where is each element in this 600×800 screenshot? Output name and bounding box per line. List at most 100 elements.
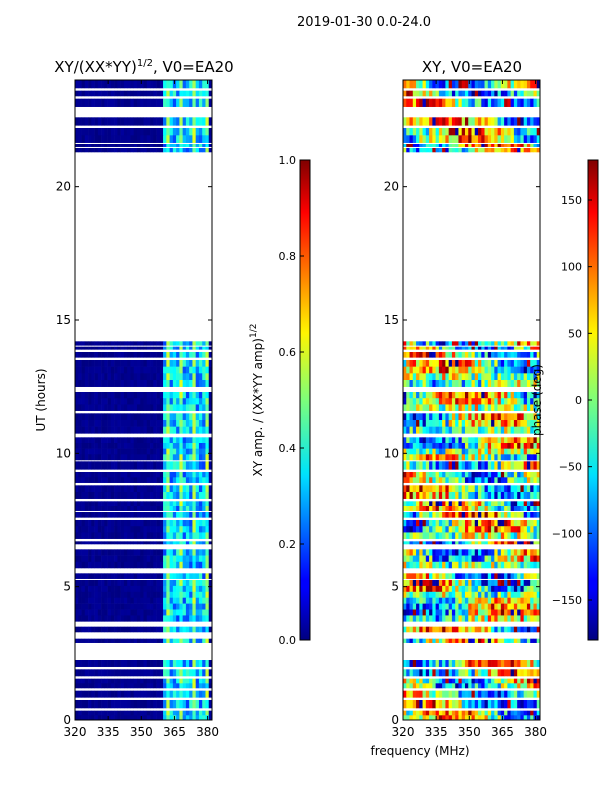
heatmap-cell (406, 437, 410, 444)
heatmap-cell (117, 561, 121, 569)
heatmap-cell (143, 360, 148, 367)
heatmap-cell (195, 638, 200, 643)
heatmap-cell (91, 426, 95, 434)
heatmap-cell (205, 520, 210, 527)
heatmap-cell (416, 135, 420, 143)
heatmap-cell (504, 615, 508, 622)
heatmap-cell (468, 420, 472, 427)
heatmap-cell (176, 346, 180, 350)
heatmap-cell (120, 341, 125, 346)
heatmap-cell (494, 117, 498, 126)
heatmap-cell (484, 135, 489, 143)
heatmap-cell (458, 128, 463, 136)
heatmap-cell (94, 573, 99, 579)
heatmap-cell (205, 437, 210, 444)
heatmap-cell (78, 549, 82, 556)
heatmap-cell (451, 98, 456, 107)
heatmap-cell (198, 360, 203, 367)
heatmap-cell (156, 454, 161, 461)
heatmap-cell (97, 437, 102, 444)
heatmap-cell (530, 526, 534, 533)
heatmap-cell (425, 443, 430, 449)
heatmap-cell (150, 398, 154, 405)
heatmap-cell (445, 346, 449, 350)
heatmap-cell (474, 501, 479, 507)
heatmap-cell (166, 346, 170, 350)
heatmap-cell (403, 398, 407, 405)
heatmap-cell (416, 549, 420, 556)
heatmap-cell (84, 437, 89, 444)
heatmap-cell (110, 615, 115, 622)
heatmap-cell (130, 360, 135, 367)
heatmap-cell (517, 477, 521, 483)
heatmap-cell (435, 573, 440, 579)
heatmap-cell (536, 580, 541, 587)
heatmap-cell (533, 360, 538, 367)
heatmap-cell (530, 683, 534, 689)
heatmap-cell (425, 360, 430, 367)
heatmap-cell (458, 373, 463, 381)
heatmap-cell (438, 443, 443, 449)
heatmap-cell (192, 392, 196, 399)
heatmap-cell (481, 700, 485, 709)
heatmap-cell (84, 715, 89, 721)
heatmap-cell (133, 128, 138, 136)
heatmap-cell (513, 448, 518, 455)
heatmap-cell (192, 90, 196, 97)
heatmap-cell (97, 609, 102, 616)
heatmap-cell (88, 90, 92, 97)
heatmap-cell (156, 398, 161, 405)
heatmap-cell (166, 609, 170, 616)
heatmap-cell (172, 710, 177, 716)
heatmap-cell (468, 603, 472, 610)
heatmap-cell (163, 573, 167, 579)
heatmap-cell (172, 597, 177, 604)
heatmap-cell (156, 626, 161, 633)
heatmap-cell (416, 448, 420, 455)
heatmap-cell (130, 90, 135, 97)
heatmap-cell (497, 626, 502, 633)
heatmap-cell (179, 573, 183, 579)
heatmap-cell (517, 448, 521, 455)
heatmap-cell (123, 526, 128, 533)
heatmap-cell (75, 90, 79, 97)
heatmap-cell (120, 541, 125, 545)
heatmap-cell (140, 461, 144, 470)
heatmap-cell (497, 591, 502, 599)
heatmap-cell (172, 506, 177, 511)
heatmap-cell (438, 683, 443, 689)
heatmap-cell (169, 609, 174, 616)
heatmap-cell (507, 520, 511, 527)
heatmap-cell (163, 413, 167, 421)
heatmap-cell (110, 526, 115, 533)
heatmap-cell (403, 700, 407, 709)
heatmap-cell (208, 512, 213, 518)
heatmap-cell (185, 443, 190, 449)
heatmap-cell (429, 341, 433, 346)
heatmap-cell (471, 392, 476, 399)
heatmap-cell (208, 413, 213, 421)
heatmap-cell (97, 492, 102, 499)
heatmap-cell (455, 90, 459, 97)
heatmap-cell (176, 678, 180, 684)
heatmap-cell (520, 90, 524, 97)
heatmap-cell (130, 392, 135, 399)
heatmap-cell (517, 660, 521, 667)
heatmap-cell (94, 512, 99, 518)
heatmap-cell (208, 603, 213, 610)
heatmap-cell (445, 638, 449, 643)
heatmap-cell (136, 506, 141, 511)
heatmap-cell (84, 341, 89, 346)
heatmap-cell (403, 135, 407, 143)
heatmap-cell (429, 501, 433, 507)
phase-heatmap (403, 80, 541, 721)
heatmap-cell (406, 585, 410, 593)
heatmap-cell (163, 506, 167, 511)
heatmap-cell (533, 561, 538, 569)
heatmap-cell (517, 98, 521, 107)
heatmap-cell (81, 443, 86, 449)
heatmap-cell (419, 715, 423, 721)
heatmap-cell (169, 373, 174, 381)
heatmap-cell (189, 380, 193, 387)
heatmap-cell (97, 341, 102, 346)
